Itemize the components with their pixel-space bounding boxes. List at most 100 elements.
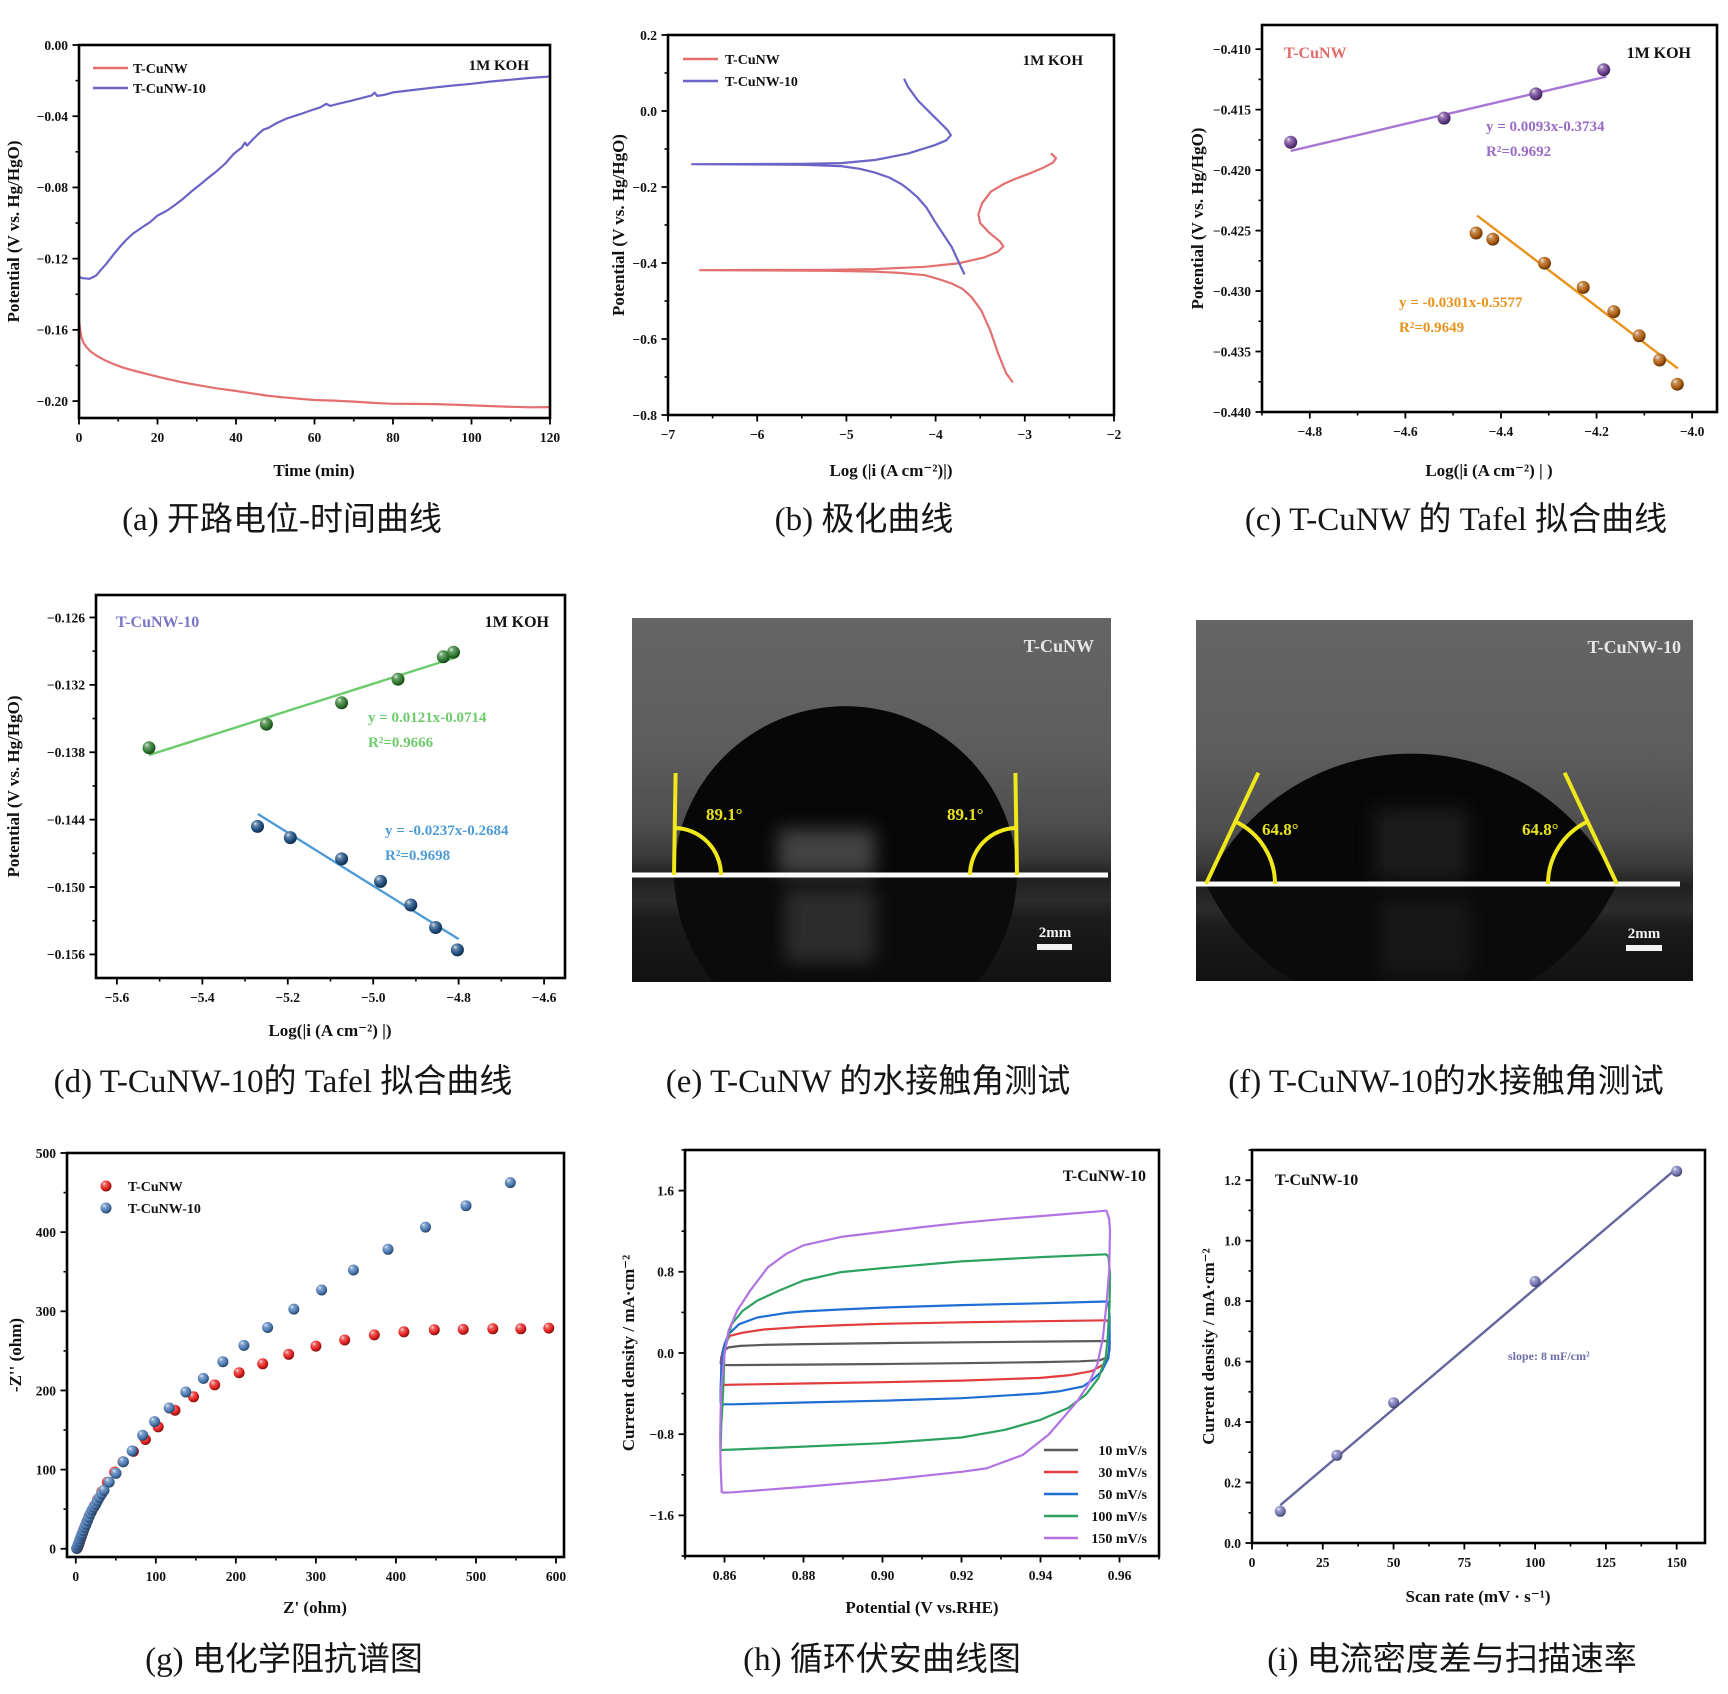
data-point xyxy=(1388,1397,1400,1409)
x-tick-label: −4.6 xyxy=(532,990,557,1005)
series-1 xyxy=(251,813,464,957)
data-point xyxy=(217,1356,229,1368)
series-line xyxy=(699,152,1058,383)
y-tick-label: −0.16 xyxy=(37,323,69,338)
y-tick-label: −0.440 xyxy=(1213,405,1251,420)
data-point xyxy=(1437,111,1451,125)
fit-r-squared: R²=0.9698 xyxy=(385,848,450,864)
plot-area xyxy=(79,75,550,409)
left-tangent-line xyxy=(1204,771,1261,885)
data-point xyxy=(110,1467,122,1479)
data-point xyxy=(310,1340,322,1352)
plot-area xyxy=(1284,63,1684,391)
caption-d: (d) T-CuNW-10的 Tafel 拟合曲线 xyxy=(54,1063,513,1100)
series-t-cunw xyxy=(699,152,1058,383)
x-tick-label: 0.88 xyxy=(792,1568,816,1583)
legend-label: T-CuNW xyxy=(128,1180,183,1195)
data-point xyxy=(1653,353,1667,367)
data-point xyxy=(262,1322,274,1333)
fit-equation: y = -0.0237x-0.2684 xyxy=(385,823,509,839)
data-point xyxy=(288,1303,300,1315)
axes: −4.8 −4.6 −4.4 −4.2 −4.0 −0.410 −0.415 −0.420 −0… xyxy=(1213,23,1719,439)
data-point xyxy=(197,1372,209,1384)
y-tick-label: 500 xyxy=(36,1146,57,1161)
legend-label: 100 mV/s xyxy=(1091,1510,1147,1525)
sample-label: T-CuNW xyxy=(1024,636,1094,656)
x-tick-label: 25 xyxy=(1316,1555,1330,1570)
right-angle-label: 64.8° xyxy=(1522,820,1559,839)
y-tick-label: −0.6 xyxy=(632,332,657,347)
data-point xyxy=(1671,1165,1683,1177)
y-tick-label: 0.8 xyxy=(657,1265,674,1280)
y-tick-label: 1.6 xyxy=(657,1183,674,1198)
scale-bar-label: 2mm xyxy=(1628,926,1661,942)
chart-panel-i: 0 25 50 75 100 125 150 0.0 0.2 0.4 0.6 0.8 1.0 1.2 Sca… xyxy=(1199,1148,1707,1606)
plot-area xyxy=(1274,1165,1683,1517)
x-axis-label: Log(|i (A cm⁻²) |) xyxy=(268,1021,391,1040)
x-tick-label: −2 xyxy=(1107,427,1122,442)
y-tick-label: −0.156 xyxy=(47,947,85,962)
y-axis-label: Potential (V vs. Hg/HgO) xyxy=(4,141,23,323)
captions: (a) 开路电位-时间曲线 (b) 极化曲线 (c) T-CuNW 的 Tafe… xyxy=(54,501,1668,1678)
data-point xyxy=(103,1476,115,1488)
x-tick-label: 120 xyxy=(540,430,561,445)
series-line xyxy=(79,319,550,409)
series-1 xyxy=(1469,214,1684,391)
x-tick-label: −4 xyxy=(928,427,943,442)
x-tick-label: 75 xyxy=(1458,1555,1472,1570)
data-point xyxy=(429,921,443,934)
data-point xyxy=(1576,280,1590,294)
y-tick-label: 100 xyxy=(36,1462,57,1477)
data-point xyxy=(137,1429,149,1441)
data-point xyxy=(209,1379,221,1391)
legend-label: T-CuNW-10 xyxy=(725,75,798,90)
x-tick-label: −5 xyxy=(839,427,854,442)
chart-panel-b: −7 −6 −5 −4 −3 −2 0.2 0.0 −0.2 −0.4 −0.6 −0.8 Log (|… xyxy=(609,28,1121,480)
y-axis-label: -Z'' (ohm) xyxy=(6,1318,25,1392)
data-point xyxy=(1486,232,1500,246)
y-tick-label: 0.6 xyxy=(1224,1354,1241,1369)
annotation-t-cunw-10: T-CuNW-10 xyxy=(1275,1172,1358,1189)
data-point xyxy=(126,1445,138,1457)
legend-label: 50 mV/s xyxy=(1098,1488,1147,1503)
legend-item-100-mv-s: 100 mV/s xyxy=(1044,1510,1148,1525)
data-point xyxy=(382,1243,394,1255)
data-point xyxy=(450,943,464,957)
annotation-1m-koh: 1M KOH xyxy=(1627,45,1692,62)
data-point xyxy=(335,696,349,710)
legend-label: T-CuNW xyxy=(725,53,780,68)
x-tick-label: 40 xyxy=(229,430,243,445)
plot-area xyxy=(691,78,1058,383)
axes: 0 25 50 75 100 125 150 0.0 0.2 0.4 0.6 0.8 1.0 1.2 xyxy=(1224,1148,1707,1570)
photo-marks xyxy=(1196,620,1693,981)
data-point xyxy=(391,672,405,686)
contact-angle-photo-t-cunw: T-CuNW 89.1° 89.1° 2mm xyxy=(632,618,1111,982)
data-point xyxy=(543,1322,555,1334)
annotation-t-cunw-10: T-CuNW-10 xyxy=(1063,1168,1146,1185)
plot-background xyxy=(96,595,565,978)
series-t-cunw-10 xyxy=(79,75,550,280)
x-axis-label: Scan rate (mV · s⁻¹) xyxy=(1405,1587,1550,1606)
data-point xyxy=(1529,1276,1541,1287)
chart-panel-c: y = 0.0093x-0.3734 R²=0.9692 y = -0.0301x-… xyxy=(1188,23,1719,480)
caption-e: (e) T-CuNW 的水接触角测试 xyxy=(666,1063,1071,1100)
annotation-t-cunw-10: T-CuNW-10 xyxy=(116,614,199,631)
x-tick-label: 150 xyxy=(1667,1555,1688,1570)
contact-angle-marks xyxy=(672,772,1019,876)
legend-label: T-CuNW xyxy=(133,62,188,77)
axes: 0 100 200 300 400 500 600 0 100 200 300 400 500 xyxy=(36,1146,567,1584)
x-axis-label: Log (|i (A cm⁻²)|) xyxy=(829,461,952,480)
data-point xyxy=(515,1323,527,1335)
x-tick-label: 0.92 xyxy=(950,1568,974,1583)
left-angle-label: 64.8° xyxy=(1262,820,1299,839)
data-point xyxy=(180,1386,192,1398)
legend-item-t-cunw-10: T-CuNW-10 xyxy=(683,75,798,90)
legend: T-CuNW T-CuNW-10 xyxy=(683,53,798,90)
data-point xyxy=(347,1264,359,1276)
data-point xyxy=(428,1324,440,1336)
data-point xyxy=(117,1456,129,1468)
series-0 xyxy=(1284,63,1611,153)
droplet-highlight xyxy=(1380,900,1470,975)
data-point xyxy=(335,852,349,866)
